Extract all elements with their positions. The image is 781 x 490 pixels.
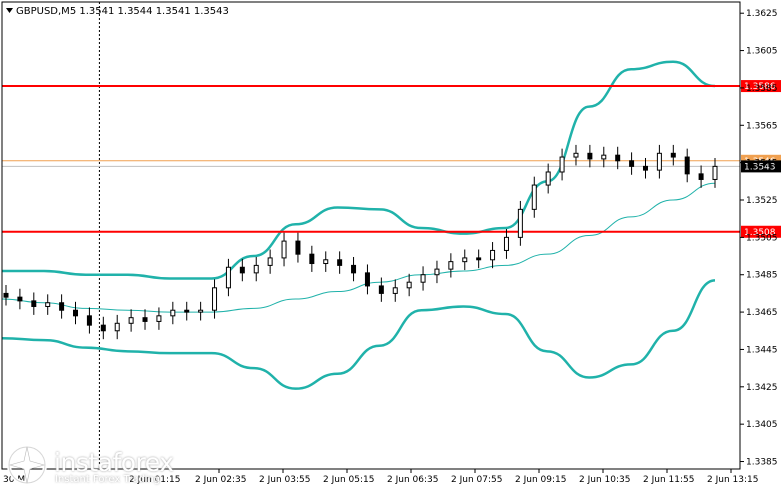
candle [392,279,398,302]
candle [559,148,565,181]
candle [587,144,593,168]
candle [323,251,329,272]
candle [281,232,287,267]
candle [476,249,482,269]
candle [212,279,218,319]
candle [656,144,662,179]
candle [253,256,259,282]
x-tick-label: 2 Jun 10:35 [579,475,630,485]
y-tick-label: 1.3385 [746,458,778,468]
candle [170,301,176,325]
candle [239,258,245,282]
candle [295,232,301,263]
y-tick-label: 1.3485 [746,271,778,281]
candle [114,314,120,340]
candle [629,152,635,175]
y-tick-label: 1.3545 [746,159,778,169]
y-tick-label: 1.3625 [746,9,778,19]
y-tick-label: 1.3585 [746,84,778,94]
y-tick-label: 1.3505 [746,233,778,243]
candle [45,294,51,315]
candle [128,309,134,332]
x-tick-label: 2 Jun 01:15 [129,475,180,485]
x-tick-label: 2 Jun 06:35 [387,475,438,485]
y-tick-label: 1.3605 [746,47,778,57]
candle [698,165,704,188]
watermark-logo: instaforex Instant Forex Trading [4,444,180,486]
candle [490,242,496,269]
candle [615,146,621,170]
instaforex-emblem-icon [7,445,47,485]
x-tick-label: 2 Jun 05:15 [323,475,374,485]
candle [420,266,426,291]
bollinger-upper-line [1,60,716,280]
watermark-tagline: Instant Forex Trading [55,474,161,485]
candle [184,301,190,321]
x-tick-label: 2 Jun 09:15 [515,475,566,485]
candle [545,163,551,194]
y-tick-label: 1.3425 [746,383,778,393]
x-tick-label: 2 Jun 02:35 [195,475,246,485]
candle [3,285,9,306]
candle [684,148,690,183]
x-tick-label: 2 Jun 03:55 [259,475,310,485]
candle [601,146,607,168]
moving-average-line [1,182,716,313]
candle [406,273,412,297]
current-price-tag [741,160,781,173]
candle [573,144,579,166]
candle [462,249,468,271]
candle [642,157,648,179]
candle [309,245,315,272]
candle [156,307,162,330]
x-tick-label: 2 Jun 11:55 [643,475,694,485]
candle [503,228,509,259]
candle [517,200,523,246]
x-tick-label: 2 Jun 13:15 [707,475,758,485]
candle [73,301,79,325]
level-tag-support [741,225,781,238]
watermark-name: instaforex [54,448,174,477]
candle [100,316,106,340]
x-tick-label: 2 Jun 07:55 [451,475,502,485]
candle [351,256,357,282]
plot-frame [1,1,741,470]
candle [337,251,343,274]
level-tag-resistance [741,80,781,93]
symbol-header: GBPUSD,M5 1.3541 1.3544 1.3541 1.3543 [16,6,229,17]
candle [267,249,273,274]
candle [225,258,231,297]
candle [17,288,23,310]
candle [142,309,148,330]
y-tick-label: 1.3525 [746,196,778,206]
candle [531,176,537,218]
bollinger-lower-line [1,279,716,390]
candle [86,307,92,334]
candle [378,277,384,302]
candle [198,301,204,321]
candle [364,264,370,295]
candle [31,292,37,315]
y-tick-label: 1.3445 [746,345,778,355]
candle [448,253,454,278]
candle [712,157,718,188]
menu-triangle-icon[interactable] [6,8,13,13]
current-price-label: 1.3543 [744,162,776,172]
y-tick-label: 1.3465 [746,308,778,318]
candle [59,294,65,319]
candle [670,144,676,166]
candle [434,260,440,284]
level-tag-label: 1.3586 [744,82,776,92]
level-tag-label: 1.3508 [744,228,776,238]
y-tick-label: 1.3565 [746,121,778,131]
y-tick-label: 1.3405 [746,420,778,430]
